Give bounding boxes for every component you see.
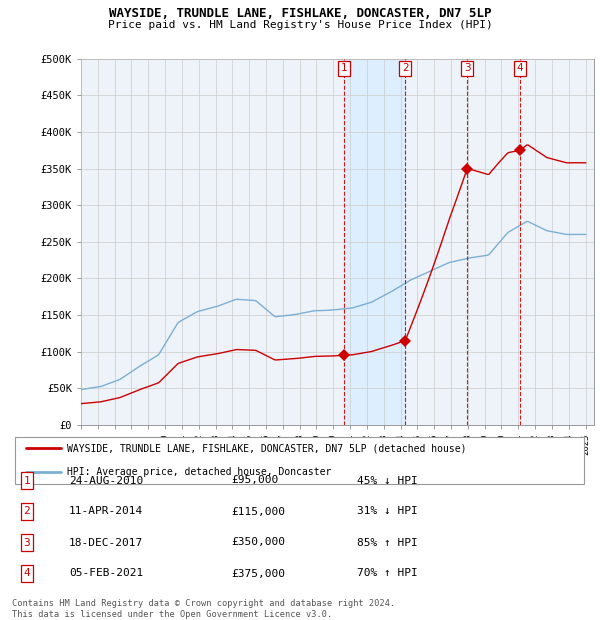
Text: 18-DEC-2017: 18-DEC-2017: [69, 538, 143, 547]
Bar: [344, 59, 405, 425]
Text: 45% ↓ HPI: 45% ↓ HPI: [357, 476, 418, 485]
Text: WAYSIDE, TRUNDLE LANE, FISHLAKE, DONCASTER, DN7 5LP: WAYSIDE, TRUNDLE LANE, FISHLAKE, DONCAST…: [109, 7, 491, 20]
Text: £95,000: £95,000: [231, 476, 278, 485]
Text: WAYSIDE, TRUNDLE LANE, FISHLAKE, DONCASTER, DN7 5LP (detached house): WAYSIDE, TRUNDLE LANE, FISHLAKE, DONCAST…: [67, 443, 466, 453]
Text: 1: 1: [341, 63, 347, 73]
Text: 24-AUG-2010: 24-AUG-2010: [69, 476, 143, 485]
FancyBboxPatch shape: [15, 436, 584, 484]
Text: 11-APR-2014: 11-APR-2014: [69, 507, 143, 516]
Text: £375,000: £375,000: [231, 569, 285, 578]
Text: 1: 1: [23, 476, 31, 485]
Text: Price paid vs. HM Land Registry's House Price Index (HPI): Price paid vs. HM Land Registry's House …: [107, 20, 493, 30]
Text: 4: 4: [23, 569, 31, 578]
Text: Contains HM Land Registry data © Crown copyright and database right 2024.
This d: Contains HM Land Registry data © Crown c…: [12, 600, 395, 619]
Text: HPI: Average price, detached house, Doncaster: HPI: Average price, detached house, Donc…: [67, 467, 331, 477]
Text: 05-FEB-2021: 05-FEB-2021: [69, 569, 143, 578]
Text: 31% ↓ HPI: 31% ↓ HPI: [357, 507, 418, 516]
Text: 85% ↑ HPI: 85% ↑ HPI: [357, 538, 418, 547]
Text: 3: 3: [23, 538, 31, 547]
Text: 3: 3: [464, 63, 470, 73]
Text: 70% ↑ HPI: 70% ↑ HPI: [357, 569, 418, 578]
Text: £115,000: £115,000: [231, 507, 285, 516]
Text: 4: 4: [517, 63, 523, 73]
Text: 2: 2: [23, 507, 31, 516]
Text: 2: 2: [402, 63, 409, 73]
Text: £350,000: £350,000: [231, 538, 285, 547]
